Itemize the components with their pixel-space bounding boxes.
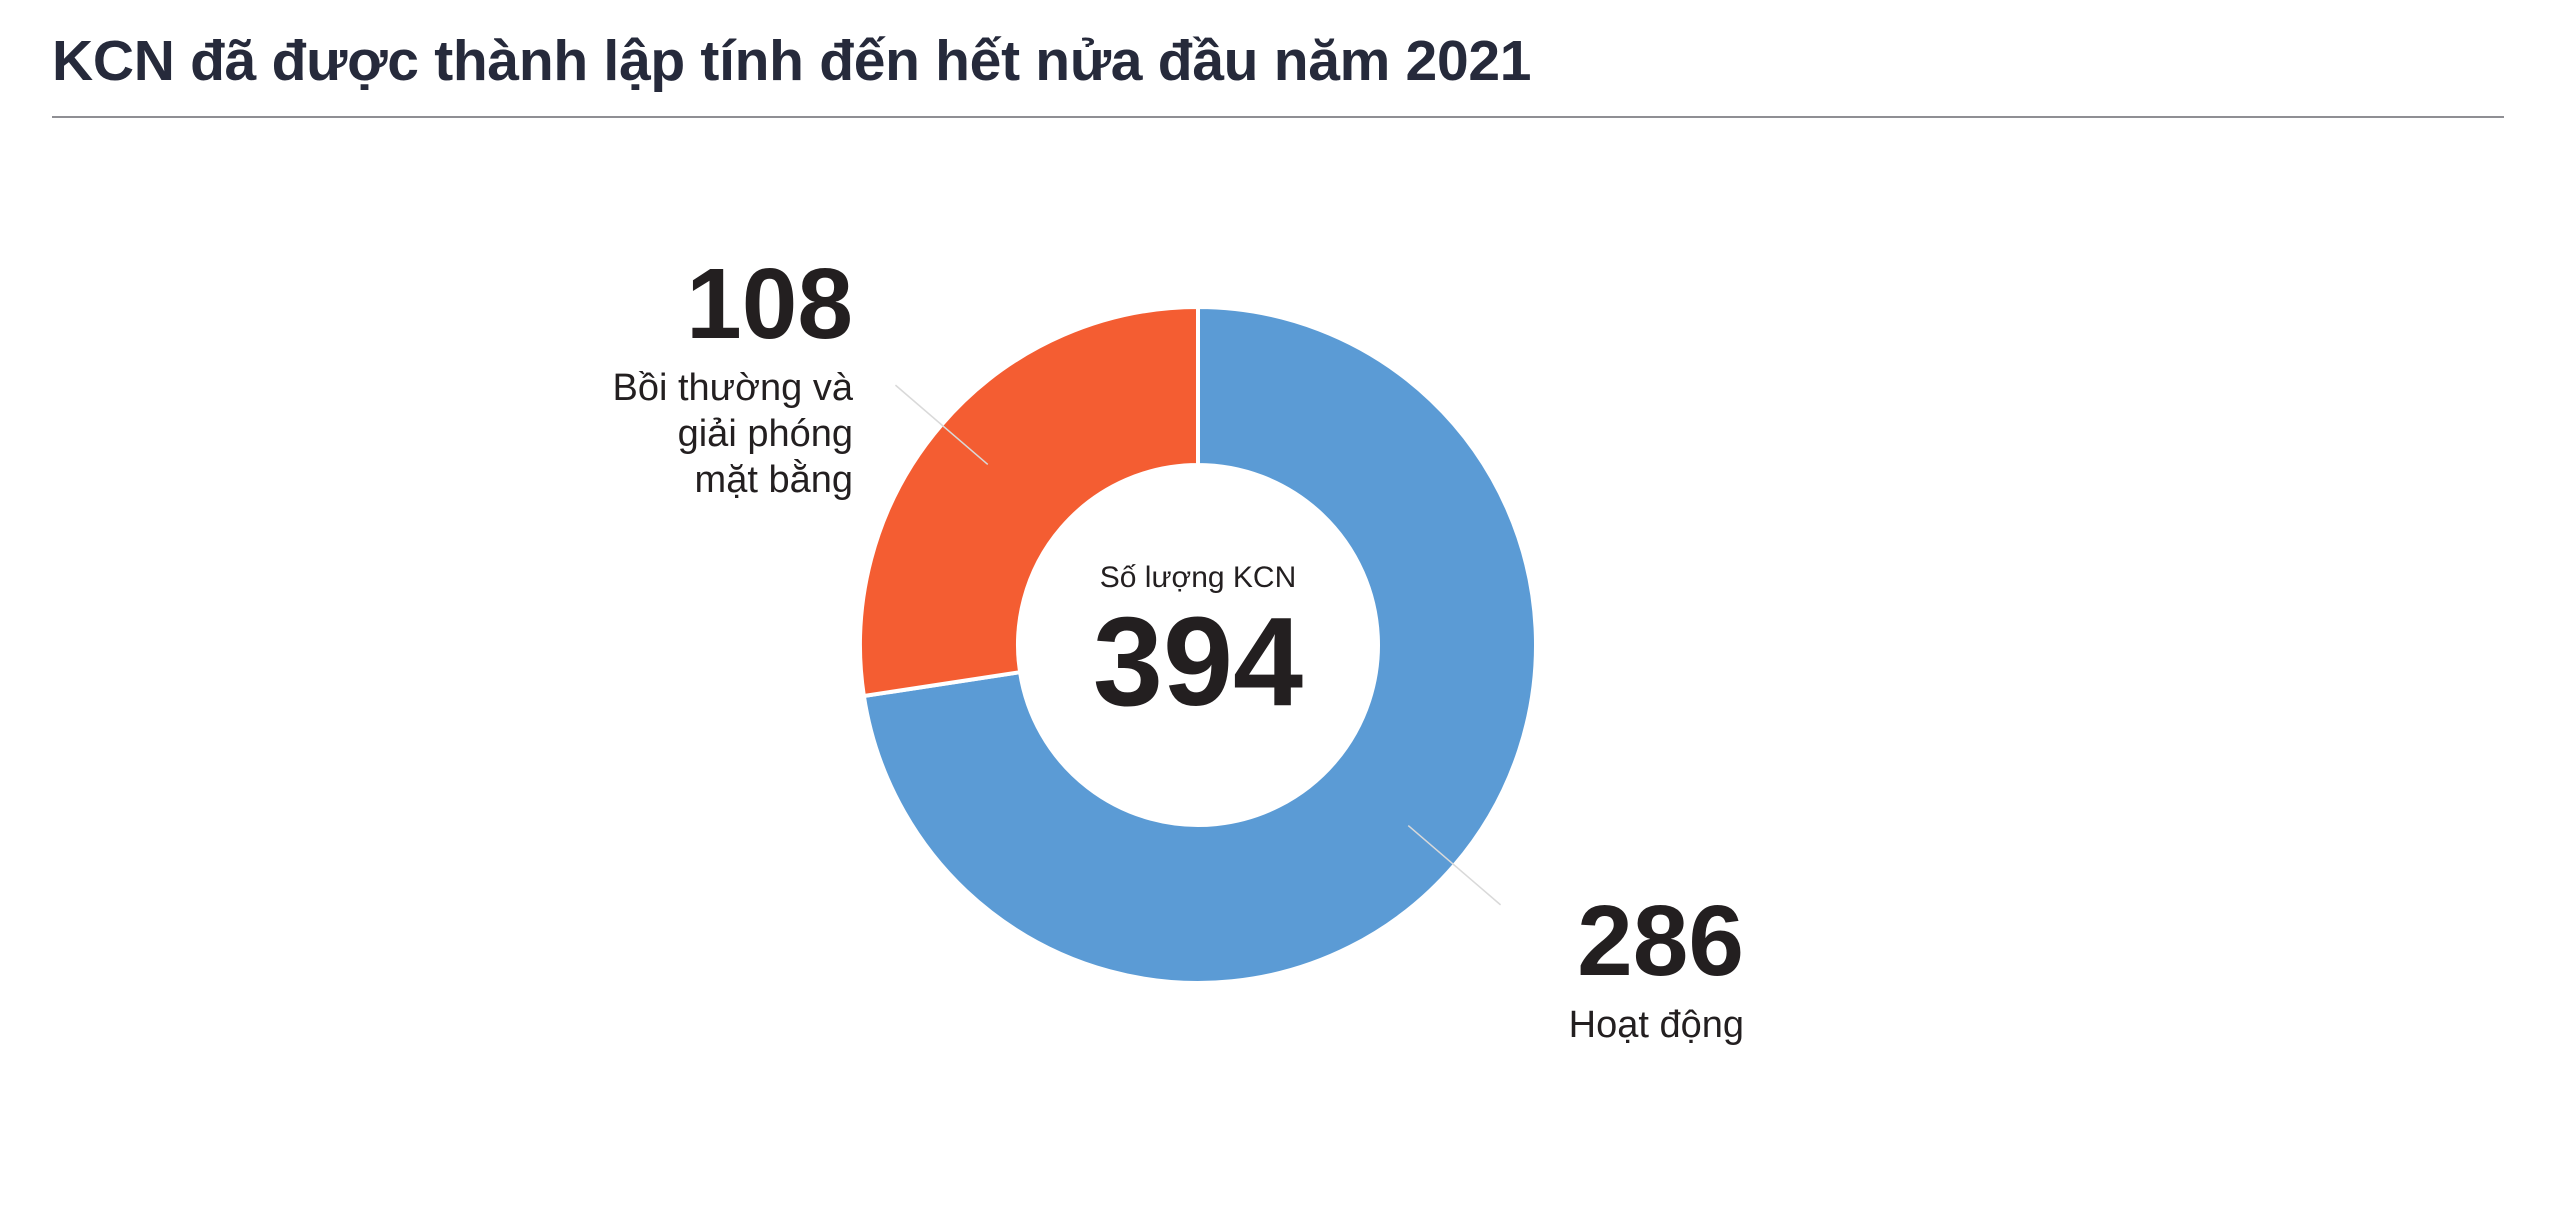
center-label: Số lượng KCN [1100,561,1297,594]
slice-label-1-line-1: Hoạt động [1569,1004,1744,1046]
donut-slices [858,304,1538,985]
leader-line-2 [894,384,989,465]
title-divider [52,116,2504,118]
slice-value-2: 108 [686,248,853,360]
slice-label-2-line-3: mặt bằng [695,458,853,501]
page-title: KCN đã được thành lập tính đến hết nửa đ… [52,29,1532,93]
donut-slice-1 [861,304,1538,985]
leader-lines [894,384,1502,906]
center-value: 394 [1093,591,1303,732]
slice-label-2-line-1: Bồi thường và [613,367,854,409]
leader-line-1 [1407,825,1502,906]
slice-label-2-line-2: giải phóng [678,413,853,455]
donut-slice-2 [858,304,1200,699]
slice-value-1: 286 [1577,885,1744,997]
